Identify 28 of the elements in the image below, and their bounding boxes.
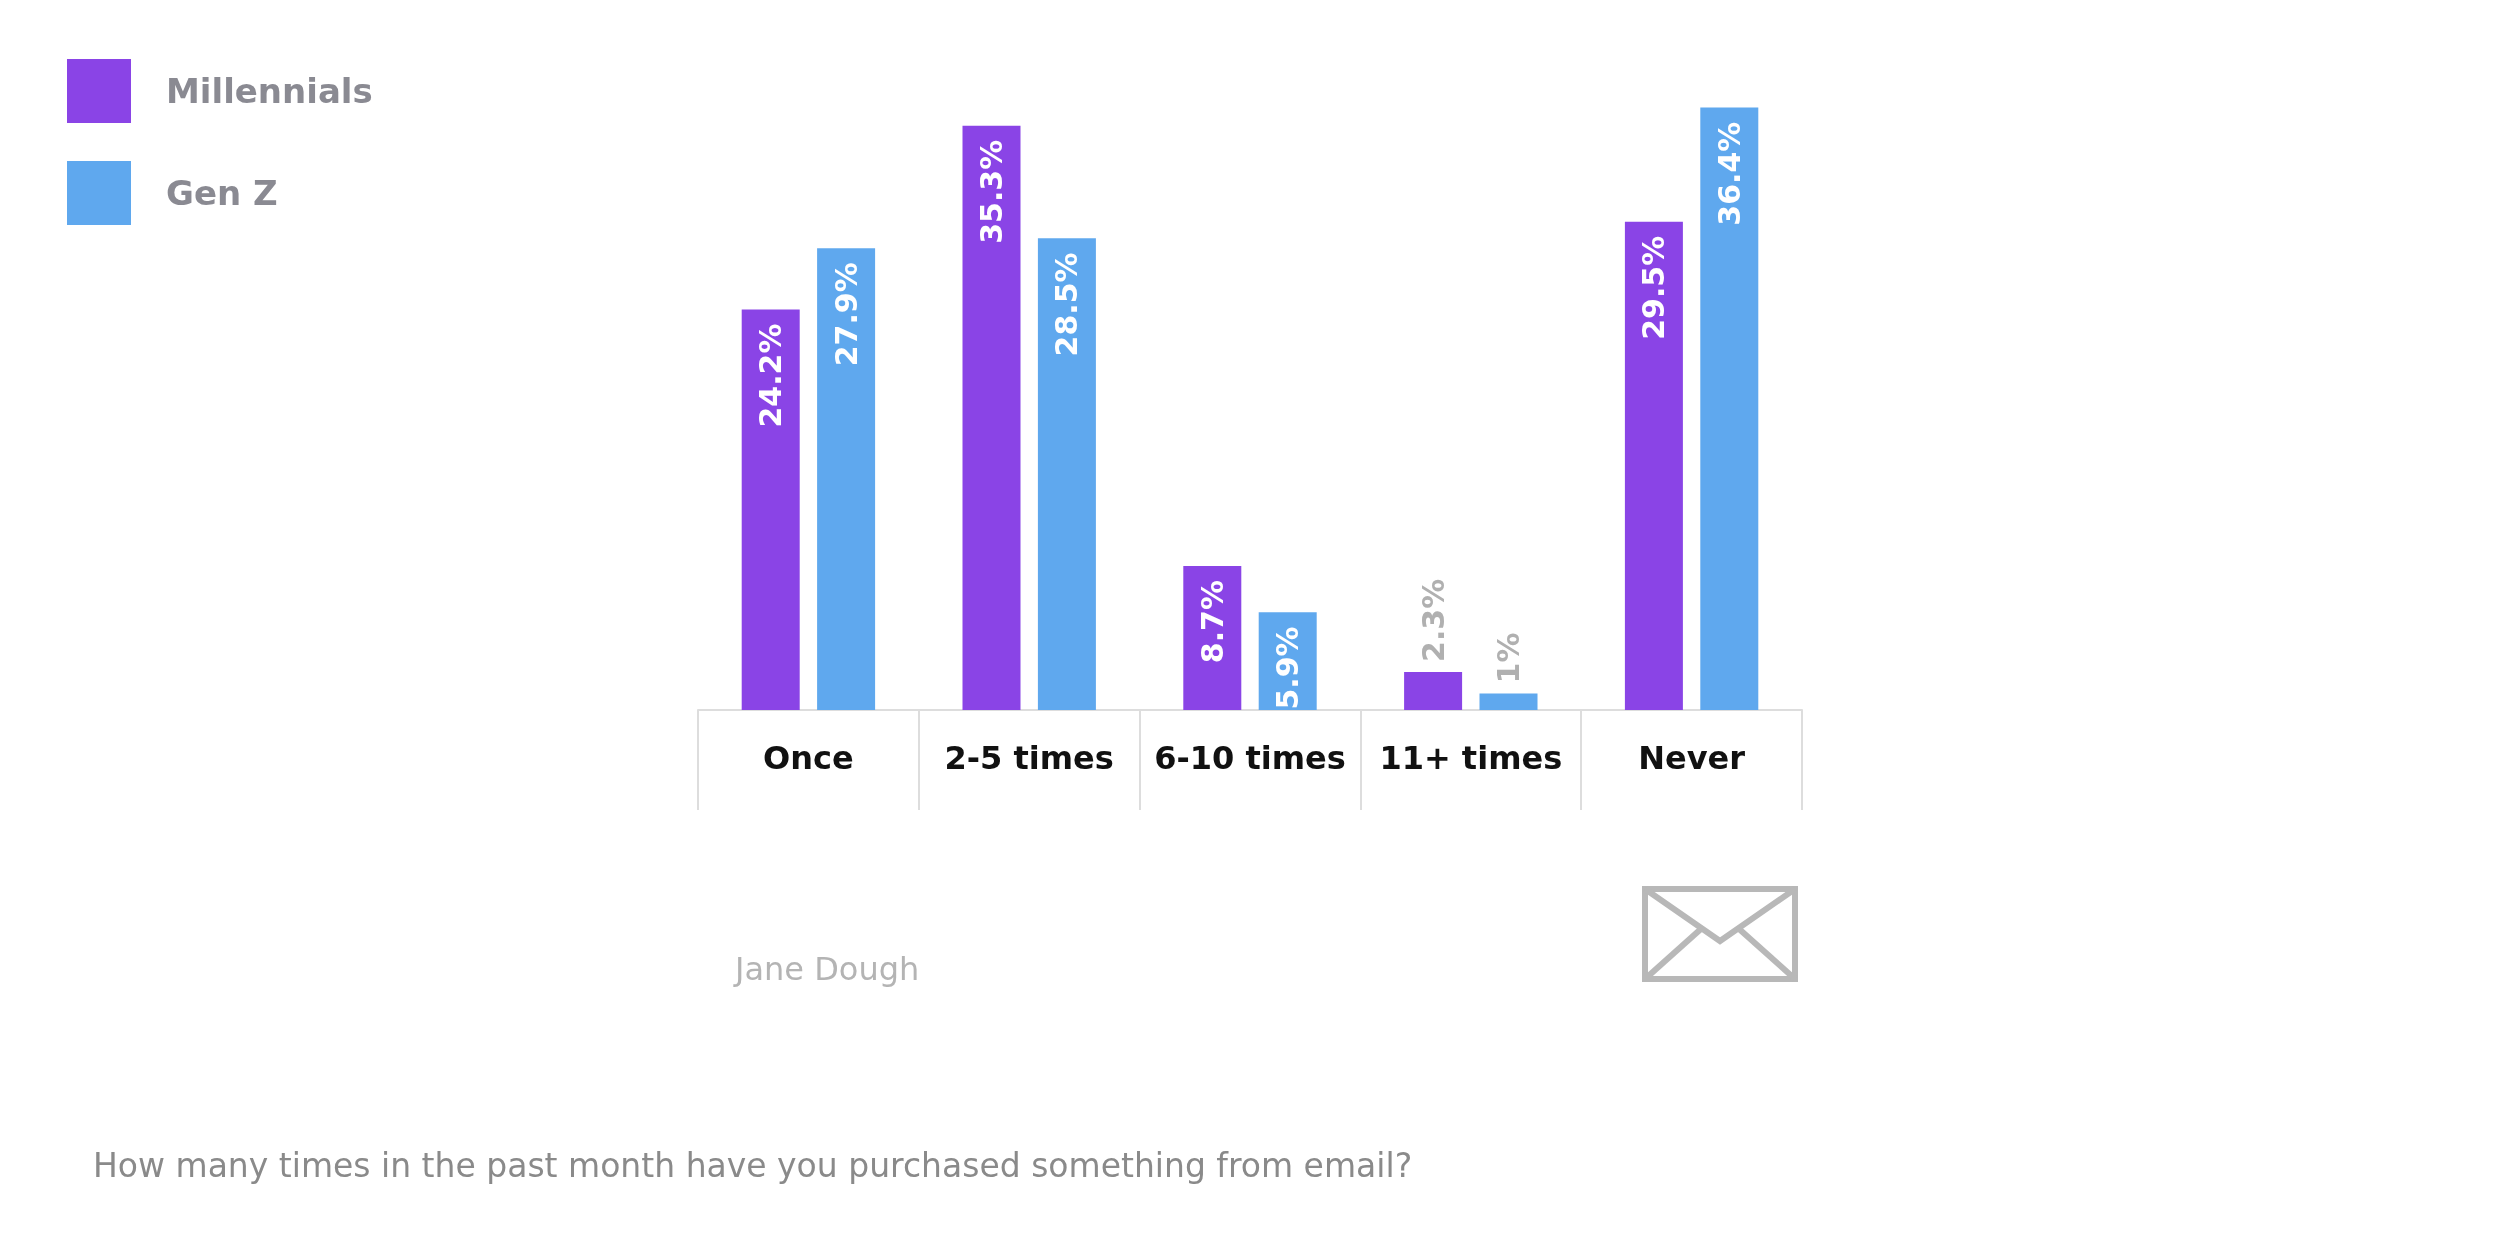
x-tick-label: 2-5 times [944, 739, 1114, 777]
data-label: 5.9% [1270, 626, 1306, 710]
text: Jane Dough [733, 950, 920, 988]
data-label: 2.3% [1415, 578, 1451, 662]
legend-label: Gen Z [166, 173, 278, 213]
bar [1624, 221, 1683, 710]
x-tick-label: Once [763, 739, 854, 777]
bar [1700, 107, 1759, 710]
data-label: 28.5% [1049, 252, 1085, 357]
data-label: 29.5% [1636, 235, 1672, 340]
x-tick-label: Never [1638, 739, 1746, 777]
x-tick-label: 6-10 times [1154, 739, 1346, 777]
bar [962, 125, 1021, 710]
bar [1183, 566, 1242, 710]
bar [817, 248, 876, 710]
legend-label: Millennials [166, 71, 373, 111]
bar [1479, 693, 1538, 710]
data-label: 36.4% [1711, 121, 1747, 226]
bar [741, 309, 800, 710]
data-label: 1% [1491, 632, 1526, 684]
bar [1037, 238, 1096, 710]
bar [1404, 671, 1463, 710]
data-label: 27.9% [828, 262, 864, 367]
text: How many times in the past month have you purchased something from email? [93, 1146, 1413, 1185]
x-tick-label: 11+ times [1379, 739, 1563, 777]
data-label: 8.7% [1194, 580, 1230, 664]
data-label: 35.3% [974, 139, 1009, 244]
data-label: 24.2% [753, 323, 789, 428]
